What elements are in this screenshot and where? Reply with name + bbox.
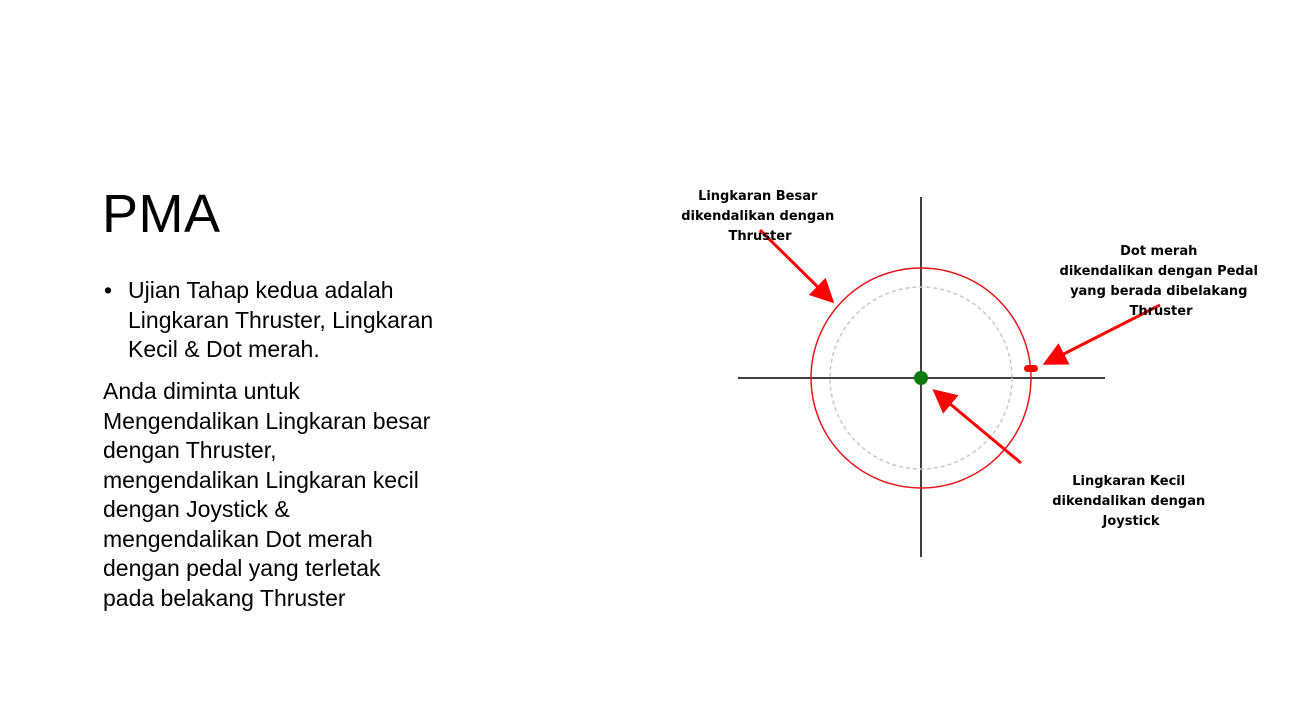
slide-title: PMA [102, 184, 221, 244]
label-line: Lingkaran Besar [698, 189, 818, 204]
body-line: mengendalikan Dot merah [103, 525, 373, 552]
label-line: Thruster [729, 229, 793, 244]
large-circle [810, 267, 1032, 489]
bullet-item: • Ujian Tahap kedua adalah Lingkaran Thr… [104, 276, 464, 365]
label-line: dikendalikan dengan Pedal [1060, 264, 1258, 279]
label-line: Joystick [1101, 514, 1159, 529]
arrow-large-circle [758, 228, 835, 304]
label-large-circle: Lingkaran Besar dikendalikan dengan Thru… [681, 189, 839, 244]
label-small-circle: Lingkaran Kecil dikendalikan dengan Joys… [1052, 474, 1210, 529]
small-circle [829, 286, 1013, 470]
bullet-list: • Ujian Tahap kedua adalah Lingkaran Thr… [104, 276, 464, 365]
label-red-dot: Dot merah dikendalikan dengan Pedal yang… [1060, 244, 1263, 319]
label-line: Lingkaran Kecil [1072, 474, 1185, 489]
arrow-small-circle [932, 389, 1022, 465]
label-line: Dot merah [1120, 244, 1197, 259]
body-line: Anda diminta untuk [103, 378, 300, 404]
center-dot [914, 371, 928, 385]
body-line: Mengendalikan Lingkaran besar [103, 407, 431, 434]
label-line: dikendalikan dengan [1052, 494, 1205, 509]
body-line: mengendalikan Lingkaran kecil [103, 466, 419, 493]
red-dot [1024, 365, 1038, 372]
arrow-red-dot [1042, 303, 1161, 365]
body-paragraph: Anda diminta untuk Mengendalikan Lingkar… [103, 377, 473, 613]
body-line: dengan Thruster, [103, 437, 277, 463]
body-line: dengan Joystick & [103, 496, 290, 522]
bullet-marker: • [104, 277, 113, 303]
body-line: pada belakang Thruster [103, 584, 346, 611]
body-line: dengan pedal yang terletak [103, 555, 381, 581]
label-line: dikendalikan dengan [681, 209, 834, 224]
bullet-text: Ujian Tahap kedua adalah Lingkaran Thrus… [128, 277, 434, 362]
label-line: Thruster [1130, 304, 1194, 319]
label-line: yang berada dibelakang [1070, 284, 1247, 299]
